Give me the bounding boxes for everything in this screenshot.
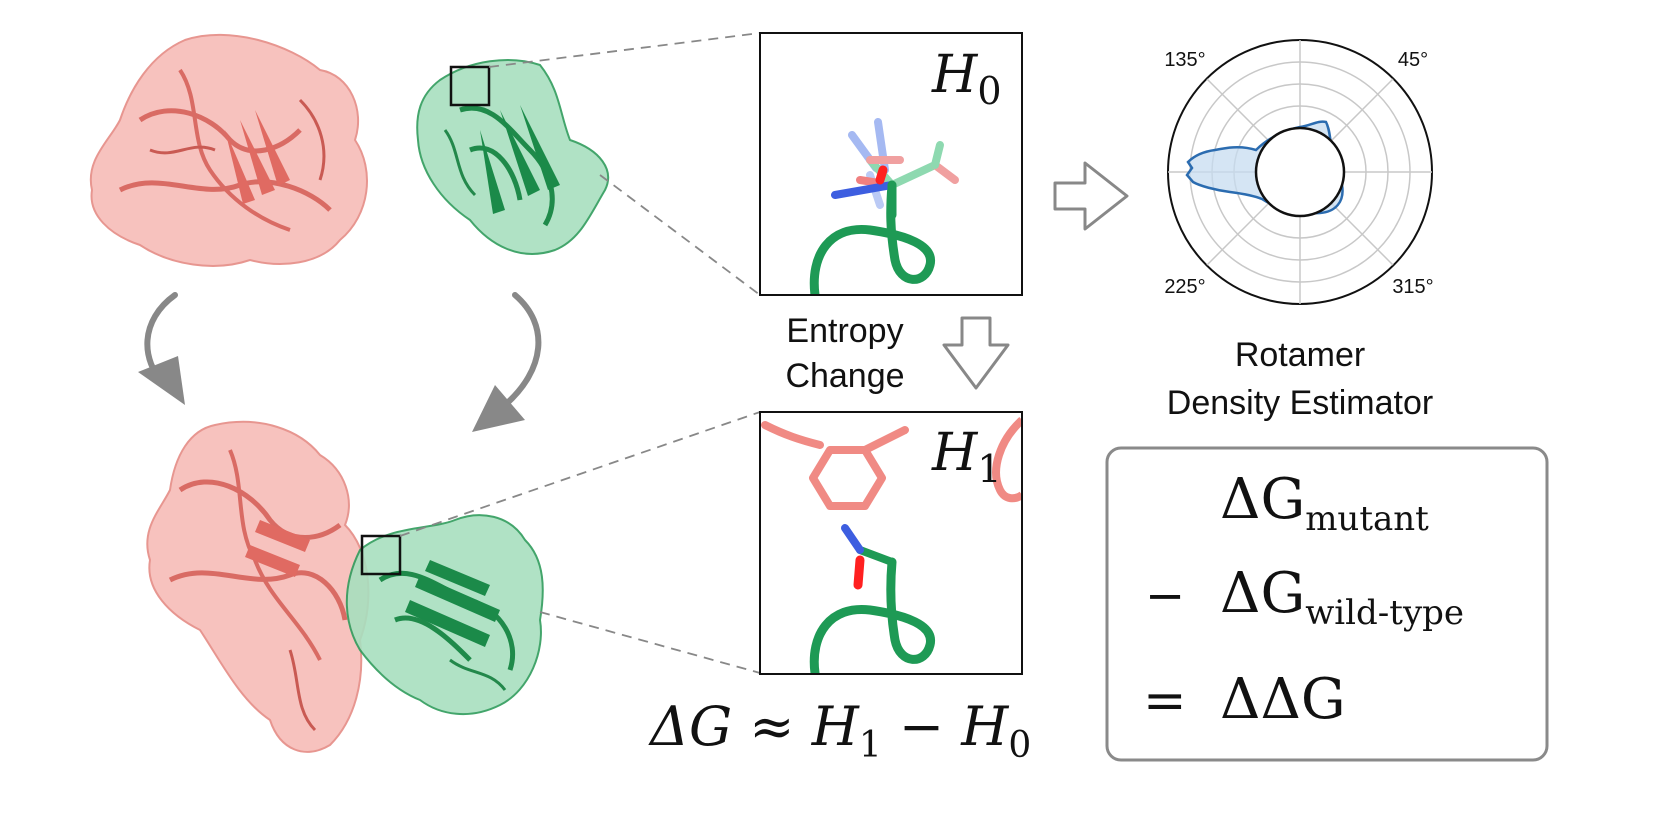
rde-label-line1: Rotamer <box>1235 336 1365 374</box>
curved-arrows <box>138 292 542 432</box>
polar-tick-225: 225° <box>1164 276 1205 298</box>
arrowhead-left <box>138 356 185 405</box>
polar-tick-135: 135° <box>1164 49 1205 71</box>
right-arrow <box>1053 161 1129 231</box>
binder-protein-bound <box>345 514 544 716</box>
zoom-lines-unbound <box>488 32 761 296</box>
rotamer-polar-plot: 135° 45° 225° 315° <box>1164 39 1434 305</box>
h1-subscript: 1 <box>977 447 1001 491</box>
entropy-change-label-line1: Entropy <box>786 312 903 350</box>
h0-label: H <box>931 45 979 105</box>
polar-tick-315: 315° <box>1392 276 1433 298</box>
receptor-protein-unbound <box>89 33 368 267</box>
h0-subscript: 0 <box>977 69 1001 113</box>
h0-panel: H0 <box>759 32 1023 296</box>
receptor-protein-bound <box>146 420 370 753</box>
delta-g-wild-type: ΔGwild-type <box>1220 561 1464 633</box>
entropy-change-label-line2: Change <box>785 357 904 395</box>
arrowhead-right <box>472 385 525 432</box>
svg-text:H1: H1 <box>931 423 1002 491</box>
ddg-result-box: ΔGmutant − ΔGwild-type = ΔΔG <box>1105 446 1549 762</box>
zoom-lines-bound <box>399 411 761 674</box>
h0-side-chain-ensemble <box>809 118 959 294</box>
minus-operator: − <box>1145 568 1185 624</box>
h1-label: H <box>931 423 979 483</box>
delta-g-mutant: ΔGmutant <box>1220 467 1429 539</box>
h1-panel: H1 <box>759 411 1023 675</box>
h1-side-chain-bound <box>761 417 1021 673</box>
delta-delta-g: ΔΔG <box>1220 667 1346 732</box>
rde-label-line2: Density Estimator <box>1167 384 1433 422</box>
polar-tick-45: 45° <box>1398 49 1428 71</box>
down-arrow <box>942 316 1010 390</box>
equals-operator: = <box>1143 671 1187 731</box>
polar-inner-circle <box>1254 126 1346 218</box>
bound-zoom-box <box>360 534 402 576</box>
curved-arrow-right <box>502 292 542 408</box>
unbound-zoom-box <box>449 65 491 107</box>
svg-text:H0: H0 <box>931 45 1002 113</box>
delta-g-equation: ΔG ≈ H1 − H0 <box>648 695 1031 766</box>
binder-protein-unbound <box>416 59 610 255</box>
